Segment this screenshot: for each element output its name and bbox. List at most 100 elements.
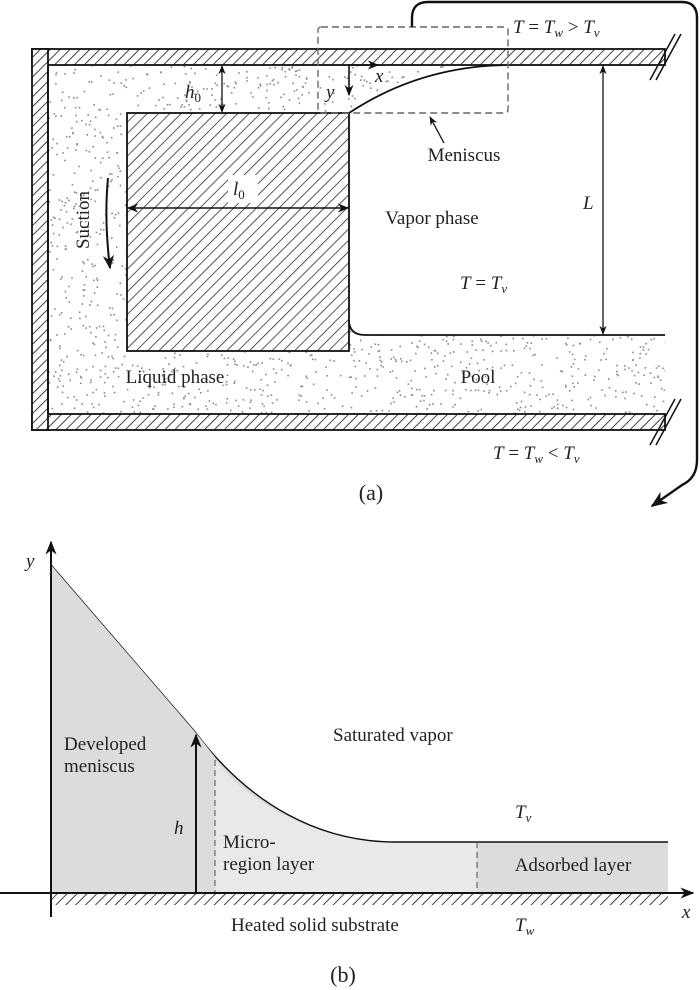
liquid-dot [348,98,350,100]
liquid-dot [116,152,119,154]
liquid-dot [154,405,156,408]
liquid-dot [225,402,228,404]
liquid-dot [390,358,392,360]
liquid-dot [206,88,208,90]
liquid-dot [421,394,423,397]
liquid-dot [477,389,480,392]
liquid-dot [614,390,617,392]
liquid-dot [133,411,135,413]
liquid-dot [56,245,59,248]
liquid-dot [104,373,107,375]
liquid-dot [418,340,421,342]
liquid-dot [353,351,356,353]
liquid-dot [444,389,447,392]
liquid-dot [361,348,363,351]
liquid-dot [375,410,378,412]
liquid-dot [86,411,89,413]
liquid-dot [577,367,580,370]
bottom-wall [31,413,666,431]
liquid-dot [449,352,451,354]
liquid-dot [64,202,67,204]
liquid-dot [204,68,207,70]
panel-a-caption: (a) [359,480,383,505]
liquid-dot [120,133,123,136]
liquid-dot [587,398,590,401]
liquid-dot [370,346,373,348]
liquid-dot [287,362,289,365]
liquid-dot [245,387,248,389]
vapor-region [349,65,665,335]
liquid-dot [259,388,262,391]
liquid-dot [663,389,665,391]
liquid-dot [628,411,631,414]
liquid-dot [148,386,151,389]
liquid-dot [246,76,248,79]
liquid-dot [330,394,333,396]
liquid-dot [190,67,192,70]
liquid-dot [571,375,574,377]
liquid-dot [162,96,164,99]
liquid-dot [49,189,51,191]
liquid-dot [154,104,157,107]
liquid-dot [353,359,355,362]
liquid-dot [95,388,98,391]
liquid-dot [92,391,95,394]
liquid-dot [173,403,175,406]
liquid-dot [174,367,176,370]
liquid-dot [435,372,437,375]
liquid-dot [376,375,379,377]
liquid-dot [114,339,116,341]
liquid-dot [59,375,62,377]
liquid-dot [113,313,115,316]
liquid-dot [272,358,275,360]
liquid-dot [235,399,237,402]
liquid-dot [271,79,274,82]
adsorbed-layer-label: Adsorbed layer [515,855,632,876]
liquid-dot [319,87,322,89]
liquid-dot [198,388,200,391]
liquid-dot [260,394,263,396]
liquid-dot [499,390,502,392]
y-axis-label: y [324,82,335,103]
meniscus-pointer [429,116,445,144]
liquid-dot [104,395,106,397]
liquid-dot [528,393,531,396]
liquid-dot [189,109,192,111]
liquid-dot [431,358,433,361]
liquid-dot [280,96,282,99]
liquid-dot [132,399,135,401]
liquid-dot [304,82,307,84]
liquid-dot [396,391,399,394]
liquid-dot [80,377,83,379]
liquid-dot [653,376,656,379]
liquid-dot [120,82,123,84]
liquid-dot [647,348,650,351]
liquid-dot [257,362,259,365]
liquid-dot [630,338,633,341]
liquid-dot [654,396,656,398]
liquid-dot [188,104,190,106]
liquid-dot [85,123,87,126]
liquid-dot [368,353,370,355]
liquid-dot [79,375,82,378]
liquid-dot [147,393,150,396]
vapor-temperature-label: T = Tv [460,273,507,296]
liquid-dot [82,354,85,357]
liquid-dot [639,352,642,355]
liquid-dot [616,370,618,373]
liquid-dot [125,79,127,81]
liquid-dot [183,106,186,108]
liquid-dot [86,394,88,396]
liquid-dot [257,87,260,89]
liquid-dot [269,357,272,360]
liquid-dot [360,339,362,342]
liquid-dot [344,76,346,78]
liquid-dot [430,352,433,354]
liquid-dot [433,389,435,392]
liquid-dot [440,66,442,68]
liquid-dot [95,277,98,280]
liquid-dot [57,378,60,380]
liquid-dot [216,84,218,86]
liquid-dot [51,407,54,410]
liquid-dot [314,358,317,361]
